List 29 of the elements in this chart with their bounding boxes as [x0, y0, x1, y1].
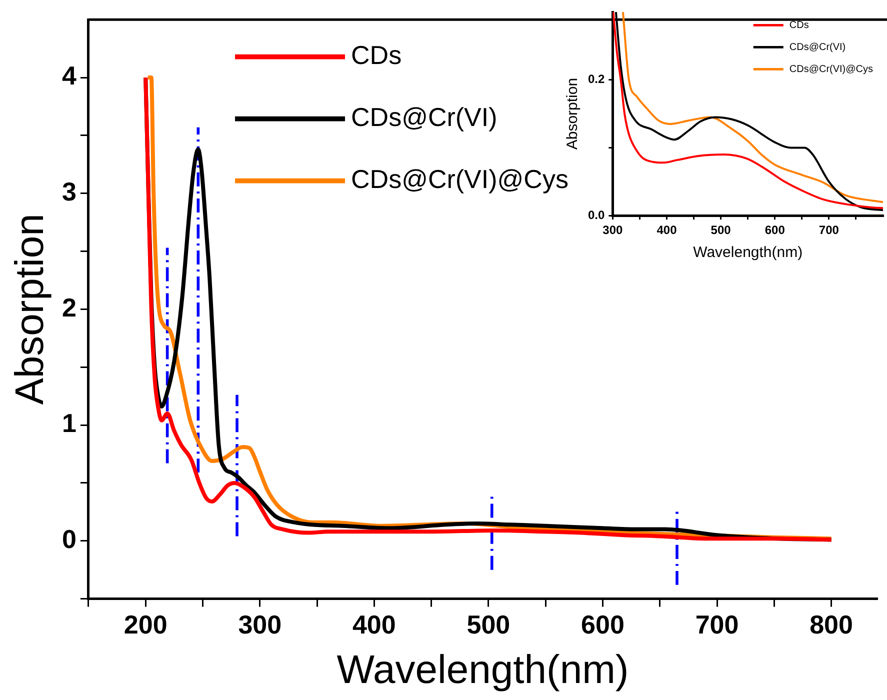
y-tick-label: 3: [62, 176, 76, 207]
x-tick-label: 500: [710, 223, 732, 238]
y-tick-label: 0: [62, 524, 76, 554]
legend-label: CDs@Cr(VI)@Cys: [789, 64, 874, 75]
y-tick-label: 4: [62, 60, 77, 91]
y-tick-label: 0.0: [588, 208, 605, 222]
legend-label: CDs@Cr(VI): [351, 102, 498, 132]
x-tick-label: 600: [581, 610, 624, 640]
legend-label: CDs@Cr(VI): [789, 42, 846, 53]
legend-label: CDs: [351, 40, 402, 70]
x-tick-label: 800: [810, 610, 853, 640]
x-axis-title: Wavelength(nm): [693, 244, 803, 262]
y-tick-label: 1: [62, 408, 76, 438]
y-axis-title: Absorption: [8, 214, 52, 405]
x-axis-title: Wavelength(nm): [336, 648, 629, 692]
x-tick-label: 400: [352, 610, 396, 640]
y-tick-label: 0.2: [588, 72, 605, 86]
x-tick-label: 300: [238, 610, 282, 640]
x-tick-label: 700: [695, 610, 739, 640]
y-tick-label: 2: [62, 292, 76, 322]
x-tick-label: 600: [764, 223, 786, 238]
legend-label: CDs@Cr(VI)@Cys: [351, 164, 568, 194]
x-tick-label: 500: [466, 610, 510, 640]
legend-label: CDs: [789, 20, 809, 31]
x-tick-label: 400: [656, 223, 678, 238]
x-tick-label: 700: [818, 223, 840, 238]
y-axis-title: Absorption: [564, 78, 582, 150]
x-tick-label: 200: [124, 610, 168, 640]
x-tick-label: 300: [602, 223, 624, 238]
